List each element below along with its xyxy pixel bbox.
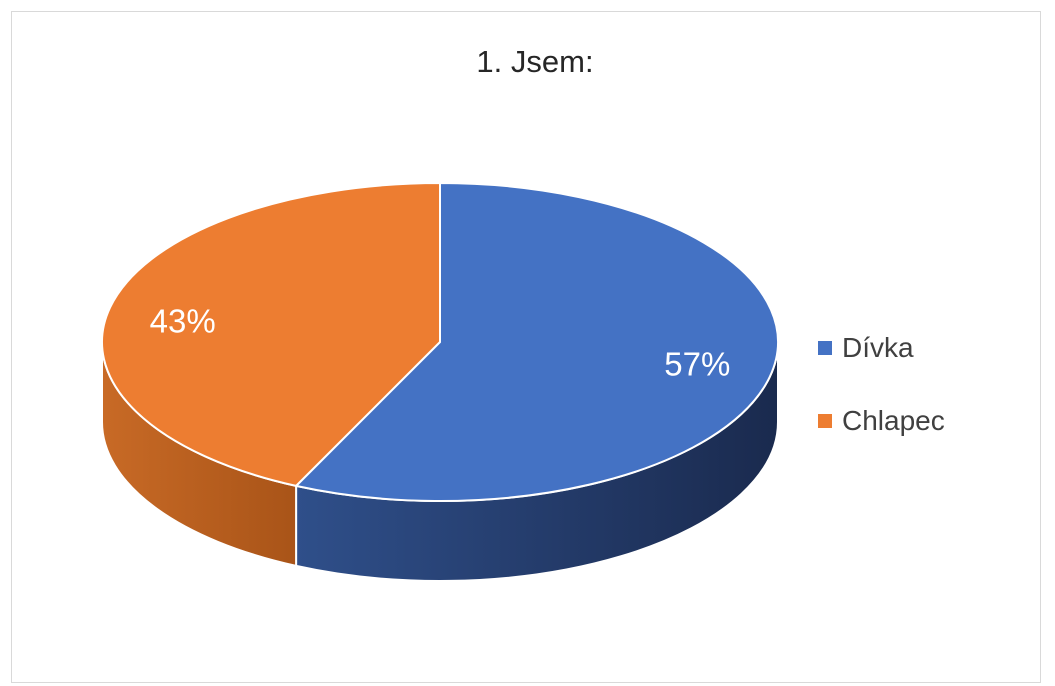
legend: Dívka Chlapec [818, 332, 945, 436]
pie-top-faces [100, 181, 779, 502]
chart-title: 1. Jsem: [476, 44, 593, 79]
legend-swatch-divka [818, 341, 832, 355]
legend-swatch-chlapec [818, 414, 832, 428]
legend-label-divka: Dívka [842, 332, 914, 363]
legend-label-chlapec: Chlapec [842, 405, 945, 436]
data-label-chlapec: 43% [150, 303, 216, 340]
pie-slice-divka[interactable] [294, 181, 779, 502]
pie-slice-chlapec[interactable] [100, 181, 441, 487]
pie-data-labels: 57% 43% [150, 303, 731, 383]
data-label-divka: 57% [664, 346, 730, 383]
